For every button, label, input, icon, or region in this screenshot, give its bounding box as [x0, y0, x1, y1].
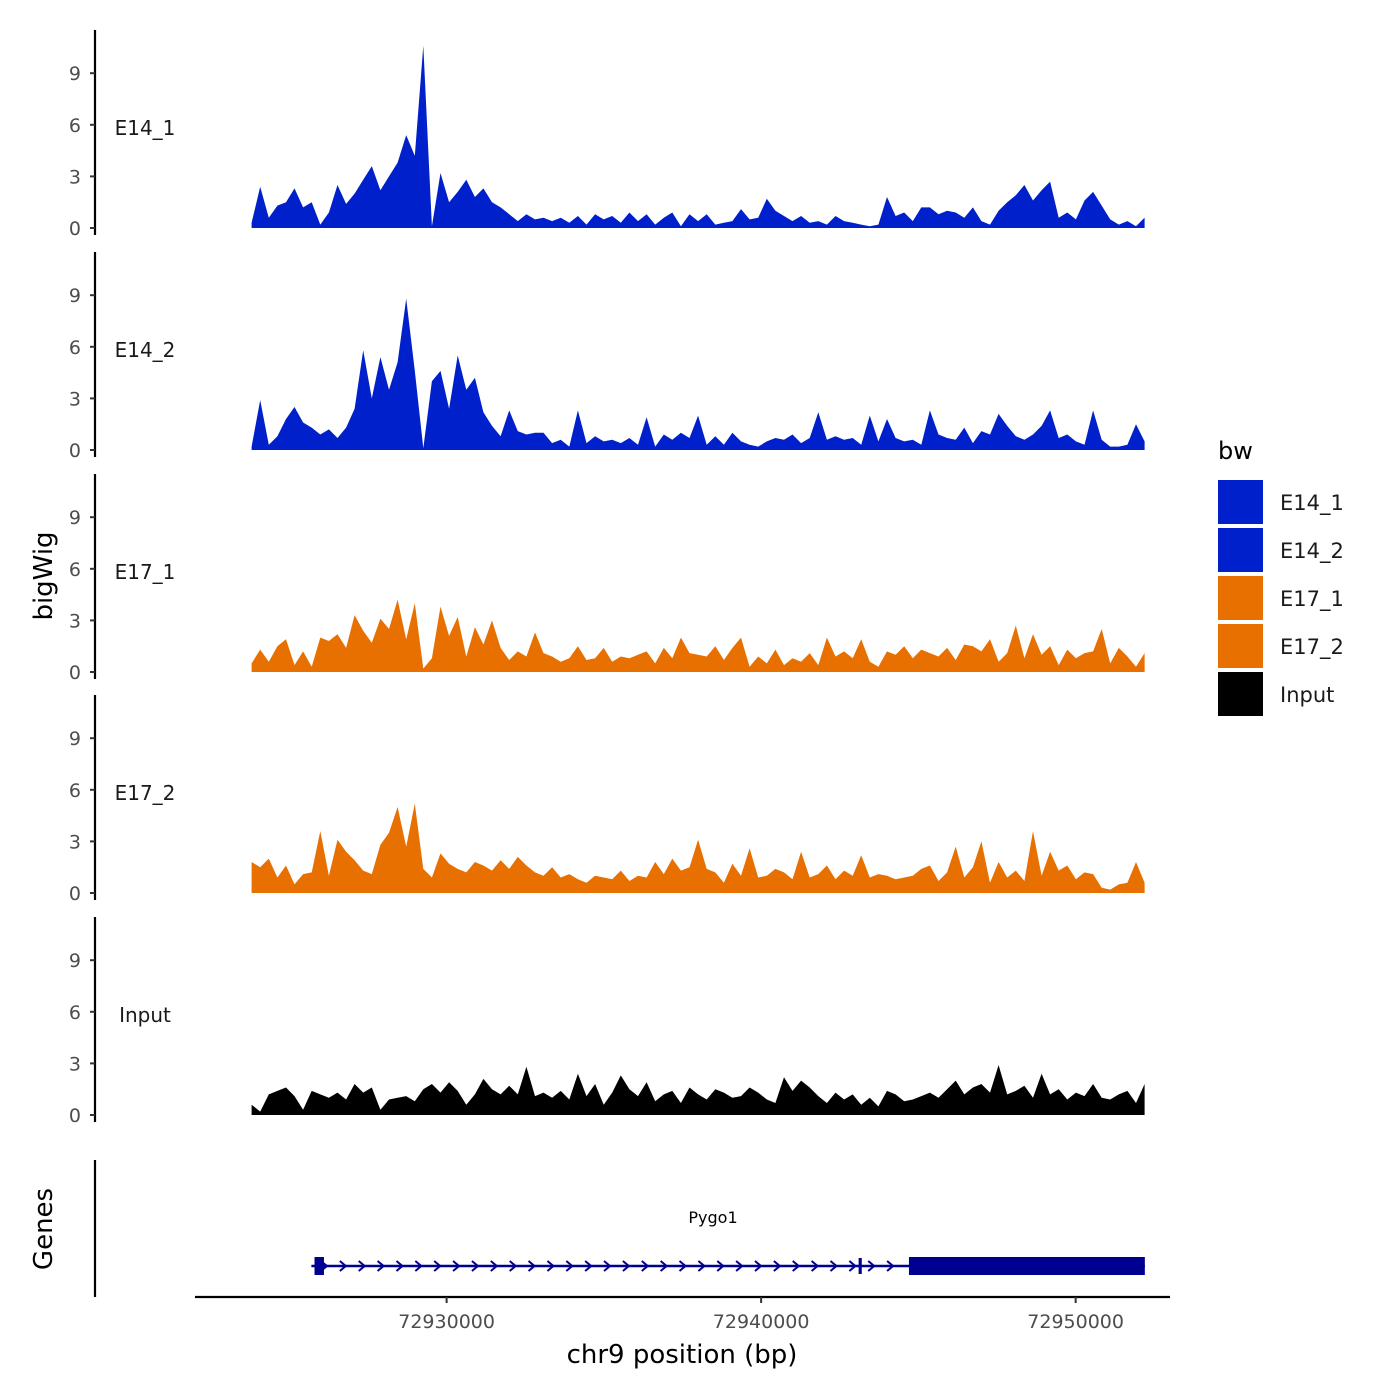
track-label-E17_1: E17_1 — [115, 560, 176, 584]
track-E17_2: 0 3 6 9 E17_2 — [69, 695, 1145, 905]
strand-arrow-icon — [848, 1260, 857, 1272]
coverage-area-E14_1 — [251, 45, 1145, 229]
gene-exon — [908, 1257, 1145, 1275]
genes-panel: Pygo1 — [93, 1160, 1145, 1297]
track-E14_2: 0 3 6 9 E14_2 — [69, 252, 1145, 462]
legend-label-E17_2: E17_2 — [1280, 635, 1344, 660]
strand-arrow-icon — [395, 1260, 404, 1272]
strand-arrow-icon — [773, 1260, 782, 1272]
strand-arrow-icon — [867, 1260, 876, 1272]
legend-key-E17_1 — [1218, 576, 1263, 620]
y-tick-label: 6 — [69, 115, 81, 137]
strand-arrow-icon — [490, 1260, 499, 1272]
strand-arrow-icon — [603, 1260, 612, 1272]
strand-arrow-icon — [376, 1260, 386, 1272]
y-tick-label: 6 — [69, 1002, 81, 1024]
y-tick-label: 3 — [69, 831, 81, 853]
x-tick-label: 72940000 — [713, 1311, 810, 1333]
y-tick-label: 6 — [69, 337, 81, 359]
legend-label-E17_1: E17_1 — [1280, 587, 1344, 612]
track-label-E14_2: E14_2 — [115, 338, 176, 362]
y-tick-label: 3 — [69, 610, 81, 632]
y-tick-label: 3 — [69, 1053, 81, 1075]
strand-arrow-icon — [886, 1260, 895, 1272]
y-tick-label: 6 — [69, 780, 81, 802]
strand-arrow-icon — [509, 1260, 518, 1272]
legend-key-E14_2 — [1218, 528, 1263, 572]
y-tick-label: 0 — [69, 440, 81, 462]
track-label-Input: Input — [119, 1003, 171, 1027]
y-tick-label: 0 — [69, 218, 81, 240]
track-E14_1: 0 3 6 9 E14_1 — [69, 30, 1145, 240]
y-tick-label: 3 — [69, 388, 81, 410]
legend-label-E14_1: E14_1 — [1280, 491, 1344, 516]
coverage-area-Input — [251, 1065, 1145, 1115]
x-tick-label: 72950000 — [1027, 1311, 1124, 1333]
legend: E14_1 E14_2 E17_1 E17_2 Input — [1218, 480, 1344, 716]
strand-arrow-icon — [414, 1260, 423, 1272]
y-tick-label: 9 — [69, 728, 81, 750]
legend-key-E17_2 — [1218, 624, 1263, 668]
y-axis-title-genes: Genes — [29, 1188, 59, 1270]
strand-arrow-icon — [735, 1260, 744, 1272]
strand-arrow-icon — [622, 1260, 631, 1272]
y-tick-label: 9 — [69, 63, 81, 85]
strand-arrow-icon — [452, 1260, 461, 1272]
strand-arrow-icon — [471, 1260, 480, 1272]
coverage-area-E17_2 — [251, 803, 1145, 893]
legend-title: bw — [1218, 437, 1253, 465]
strand-arrow-icon — [641, 1260, 650, 1272]
track-Input: 0 3 6 9 Input — [69, 917, 1145, 1127]
legend-key-E14_1 — [1218, 480, 1263, 524]
y-tick-label: 9 — [69, 950, 81, 972]
tracks-layer: 0 3 6 9 E14_1 0 3 6 9 E14_2 0 3 6 9 E17_1 0 3 6 9 E17_2 0 3 6 9… — [69, 30, 1145, 1127]
track-E17_1: 0 3 6 9 E17_1 — [69, 474, 1145, 684]
strand-arrow-icon — [433, 1260, 442, 1272]
legend-label-E14_2: E14_2 — [1280, 539, 1344, 564]
strand-arrow-icon — [829, 1260, 839, 1272]
strand-arrow-icon — [339, 1260, 348, 1272]
strand-arrow-icon — [716, 1260, 725, 1272]
strand-arrow-icon — [358, 1260, 367, 1272]
y-tick-label: 9 — [69, 285, 81, 307]
track-label-E14_1: E14_1 — [115, 116, 176, 140]
strand-arrow-icon — [792, 1260, 801, 1272]
gene-exon — [314, 1257, 324, 1275]
legend-key-Input — [1218, 672, 1263, 716]
y-tick-label: 0 — [69, 1105, 81, 1127]
strand-arrow-icon — [546, 1260, 555, 1272]
strand-arrow-icon — [678, 1260, 688, 1272]
y-tick-label: 6 — [69, 559, 81, 581]
strand-arrow-icon — [584, 1260, 593, 1272]
coverage-area-E14_2 — [251, 298, 1145, 450]
gene-exon — [858, 1258, 862, 1274]
strand-arrow-icon — [659, 1260, 669, 1272]
strand-arrow-icon — [754, 1260, 763, 1272]
x-axis-title: chr9 position (bp) — [567, 1340, 798, 1370]
y-tick-label: 0 — [69, 662, 81, 684]
strand-arrow-icon — [810, 1260, 820, 1272]
legend-label-Input: Input — [1280, 683, 1334, 707]
coverage-area-E17_1 — [251, 599, 1145, 672]
track-label-E17_2: E17_2 — [115, 781, 176, 805]
y-tick-label: 0 — [69, 883, 81, 905]
strand-arrow-icon — [527, 1260, 537, 1272]
x-axis: 72930000 72940000 72950000 — [195, 1295, 1170, 1333]
gene-name-label: Pygo1 — [688, 1208, 737, 1227]
strand-arrow-icon — [565, 1260, 574, 1272]
x-tick-label: 72930000 — [398, 1311, 495, 1333]
y-tick-label: 3 — [69, 166, 81, 188]
strand-arrow-icon — [697, 1260, 706, 1272]
y-axis-title-bigwig: bigWig — [29, 531, 59, 620]
y-tick-label: 9 — [69, 507, 81, 529]
